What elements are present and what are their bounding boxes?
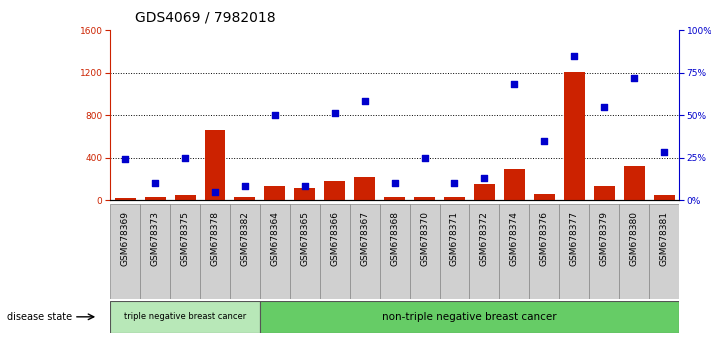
Text: GSM678365: GSM678365 [300, 211, 309, 266]
FancyBboxPatch shape [439, 204, 469, 299]
Bar [324, 181, 346, 200]
Bar [144, 197, 166, 200]
FancyBboxPatch shape [619, 204, 649, 299]
Text: GSM678377: GSM678377 [570, 211, 579, 266]
FancyBboxPatch shape [170, 204, 200, 299]
Point [389, 180, 400, 186]
Text: GSM678379: GSM678379 [599, 211, 609, 266]
FancyBboxPatch shape [140, 204, 170, 299]
FancyBboxPatch shape [350, 204, 380, 299]
Point [508, 82, 520, 87]
Text: GSM678374: GSM678374 [510, 211, 519, 266]
Text: GSM678378: GSM678378 [210, 211, 220, 266]
Text: GSM678373: GSM678373 [151, 211, 159, 266]
Bar [114, 198, 136, 200]
Text: GSM678376: GSM678376 [540, 211, 549, 266]
FancyBboxPatch shape [560, 204, 589, 299]
Text: GSM678375: GSM678375 [181, 211, 190, 266]
Point [329, 110, 341, 116]
Bar [175, 195, 196, 200]
Text: GSM678372: GSM678372 [480, 211, 489, 266]
Text: GSM678369: GSM678369 [121, 211, 129, 266]
Text: GSM678364: GSM678364 [270, 211, 279, 266]
FancyBboxPatch shape [200, 204, 230, 299]
Bar [384, 197, 405, 200]
Bar [624, 166, 645, 200]
Text: GSM678382: GSM678382 [240, 211, 250, 266]
Point [149, 180, 161, 186]
Bar [564, 72, 584, 200]
Point [359, 99, 370, 104]
FancyBboxPatch shape [230, 204, 260, 299]
Point [209, 189, 220, 194]
Bar [294, 188, 315, 200]
FancyBboxPatch shape [260, 204, 290, 299]
FancyBboxPatch shape [649, 204, 679, 299]
Point [419, 155, 430, 160]
FancyBboxPatch shape [499, 204, 529, 299]
Text: GSM678367: GSM678367 [360, 211, 369, 266]
FancyBboxPatch shape [110, 204, 140, 299]
FancyBboxPatch shape [110, 301, 260, 333]
Bar [653, 195, 675, 200]
Bar [354, 177, 375, 200]
Text: GSM678370: GSM678370 [420, 211, 429, 266]
Bar [264, 186, 285, 200]
Text: GSM678368: GSM678368 [390, 211, 399, 266]
Point [658, 150, 670, 155]
Point [269, 112, 281, 118]
FancyBboxPatch shape [320, 204, 350, 299]
Bar [474, 184, 495, 200]
FancyBboxPatch shape [469, 204, 499, 299]
Point [629, 75, 640, 80]
Point [599, 104, 610, 109]
FancyBboxPatch shape [410, 204, 439, 299]
Text: GSM678366: GSM678366 [330, 211, 339, 266]
Point [479, 175, 490, 181]
Point [239, 184, 250, 189]
Bar [444, 197, 465, 200]
FancyBboxPatch shape [589, 204, 619, 299]
Bar [504, 169, 525, 200]
Point [449, 180, 460, 186]
Point [539, 138, 550, 143]
Bar [235, 197, 255, 200]
Bar [205, 130, 225, 200]
Text: GSM678380: GSM678380 [630, 211, 638, 266]
Text: GSM678371: GSM678371 [450, 211, 459, 266]
Point [119, 156, 131, 162]
Bar [534, 194, 555, 200]
Bar [414, 198, 435, 200]
FancyBboxPatch shape [290, 204, 320, 299]
FancyBboxPatch shape [529, 204, 560, 299]
Point [569, 53, 580, 58]
FancyBboxPatch shape [380, 204, 410, 299]
Point [179, 155, 191, 160]
FancyBboxPatch shape [260, 301, 679, 333]
Point [299, 184, 311, 189]
Text: GDS4069 / 7982018: GDS4069 / 7982018 [135, 11, 276, 25]
Text: triple negative breast cancer: triple negative breast cancer [124, 312, 246, 321]
Text: GSM678381: GSM678381 [660, 211, 668, 266]
Text: disease state: disease state [7, 312, 73, 322]
Bar [594, 186, 614, 200]
Text: non-triple negative breast cancer: non-triple negative breast cancer [382, 312, 557, 322]
